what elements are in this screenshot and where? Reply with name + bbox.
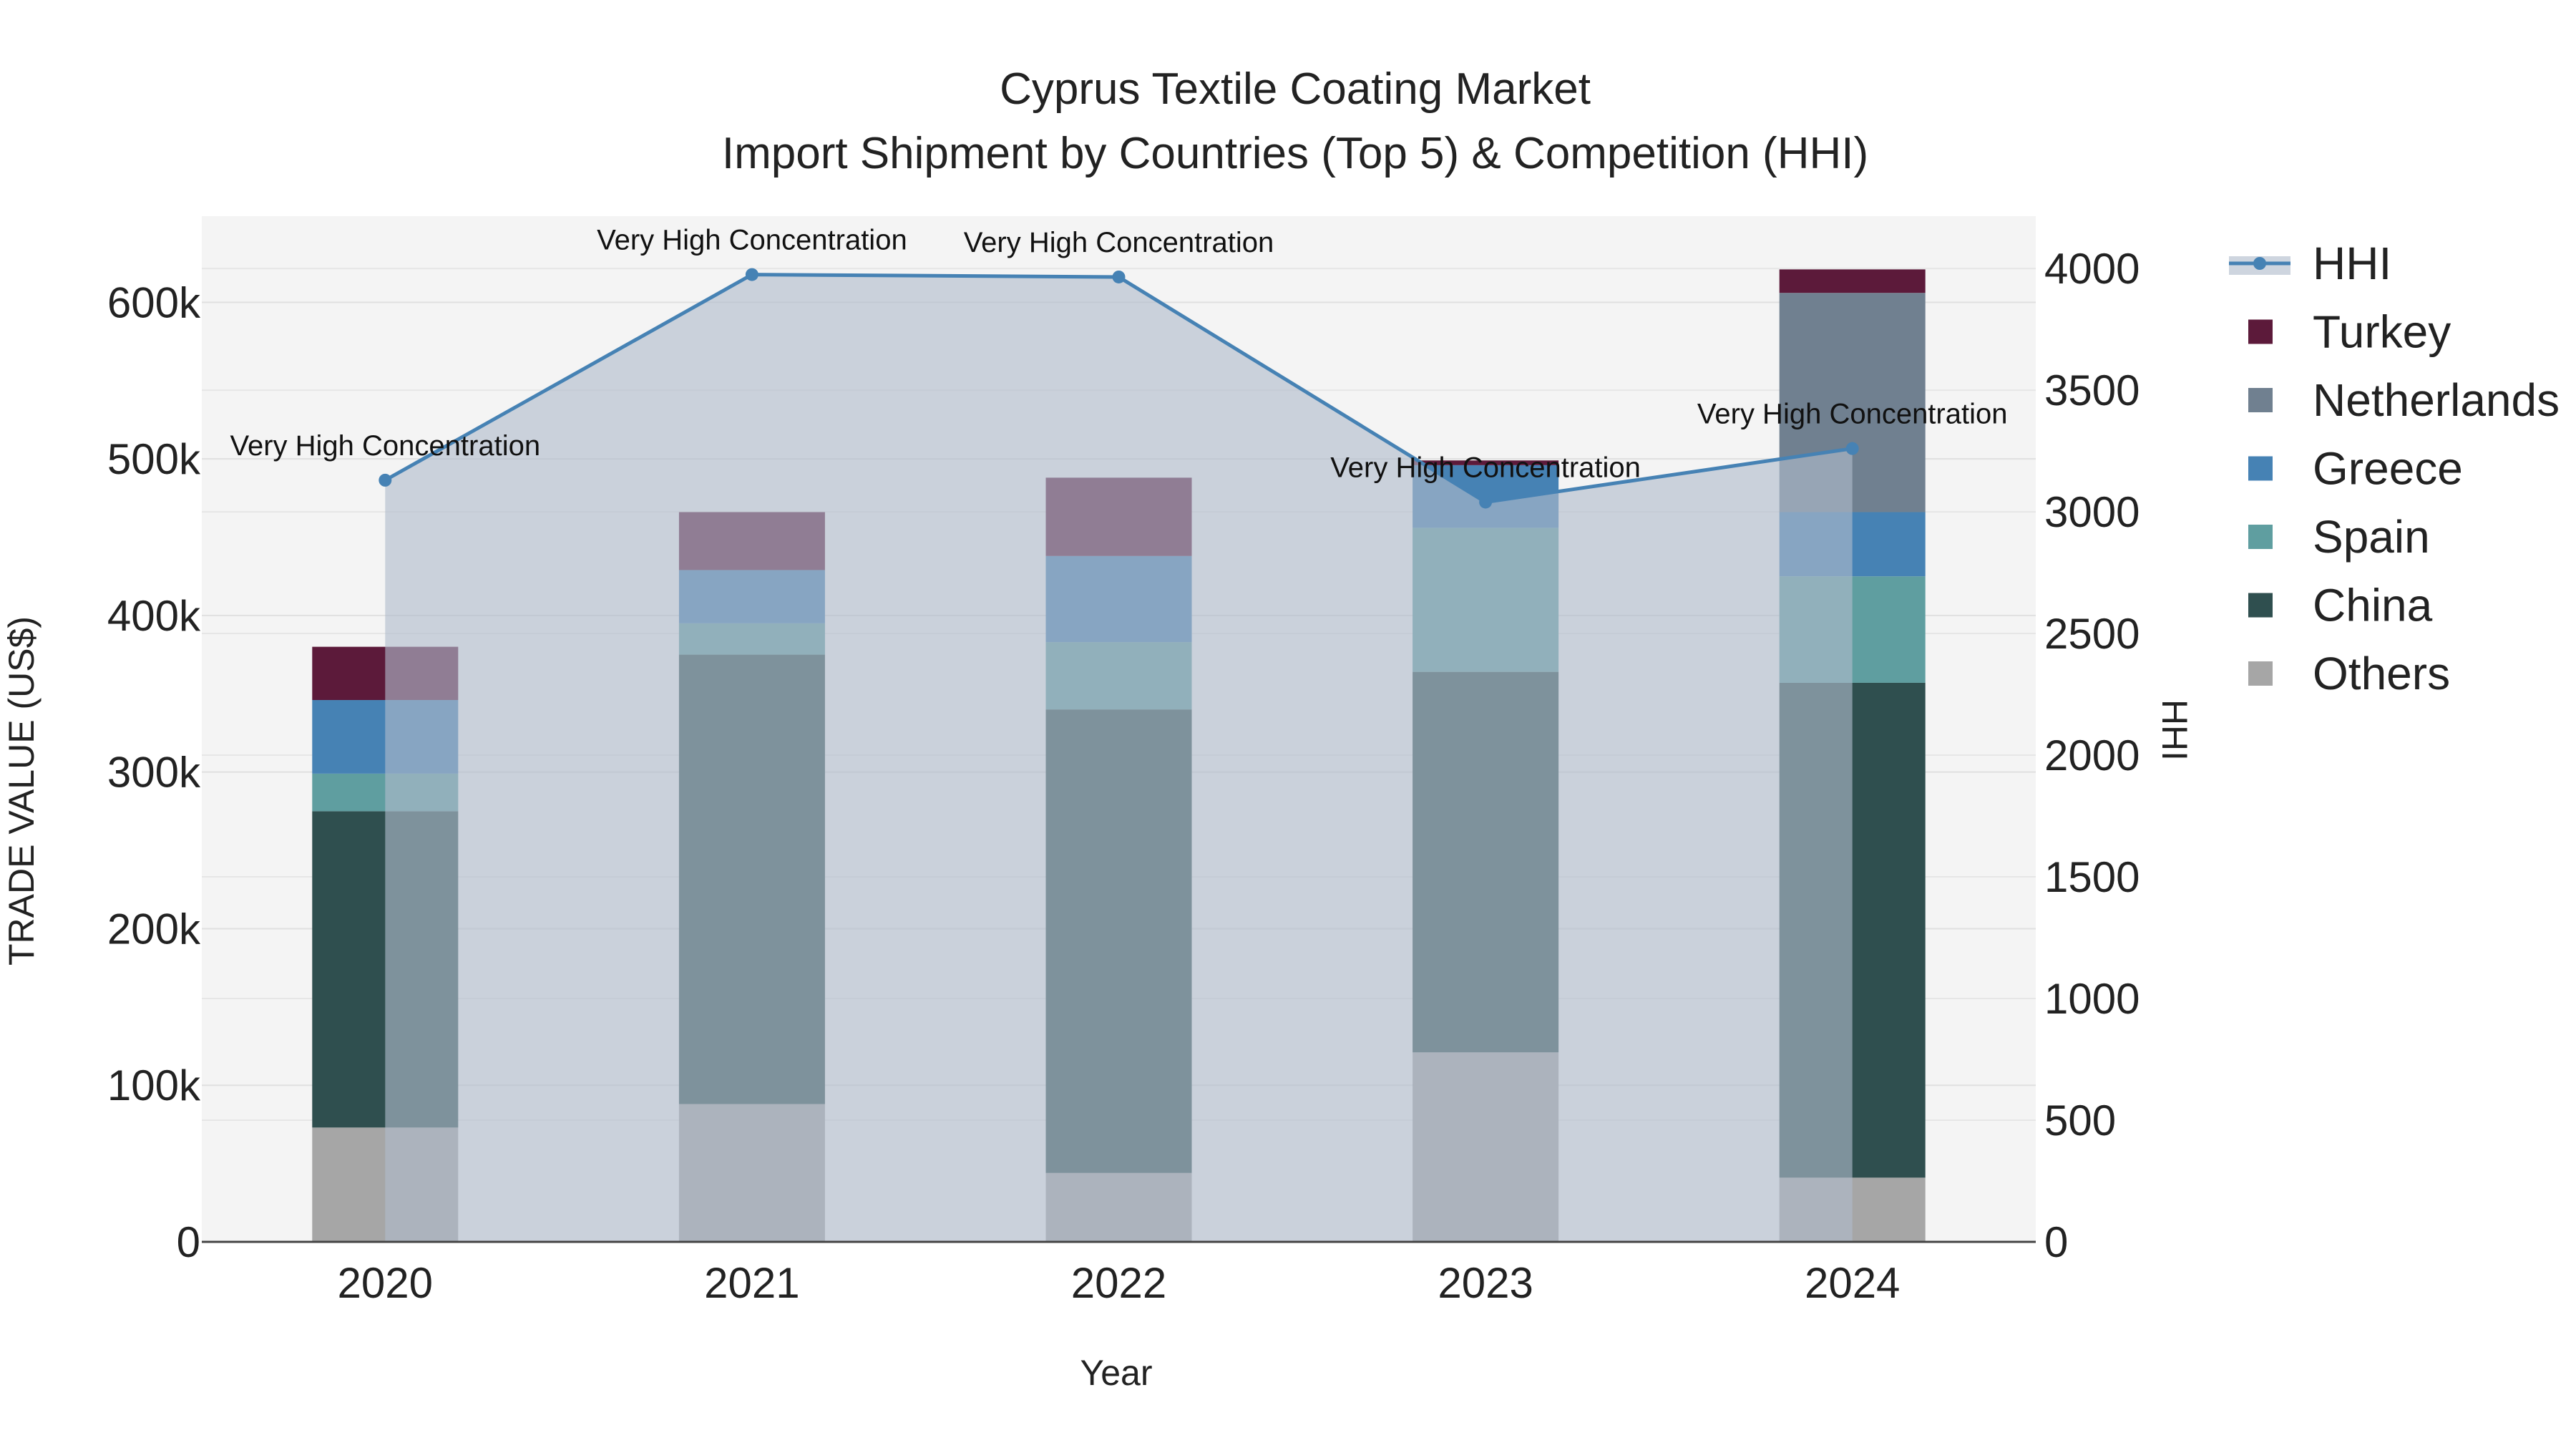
chart-title-line1: Cyprus Textile Coating Market	[1000, 64, 1591, 114]
hhi-point-2024	[1845, 442, 1859, 455]
legend-swatch-greece	[2248, 456, 2273, 481]
y-tick-label: 100k	[107, 1061, 201, 1109]
y-tick-label: 200k	[107, 905, 201, 953]
hhi-point-2023	[1479, 495, 1493, 509]
hhi-annotation-2022: Very High Concentration	[964, 227, 1274, 258]
y2-tick-label: 0	[2044, 1218, 2068, 1266]
legend: HHI Turkey Netherlands Greece Spain China Othe…	[2229, 238, 2560, 699]
y-tick-label: 400k	[107, 592, 201, 640]
x-tick-label: 2021	[704, 1259, 799, 1307]
y-axis-title: TRADE VALUE (US$)	[1, 616, 42, 966]
legend-swatch-netherlands	[2248, 388, 2273, 412]
hhi-point-2021	[745, 268, 758, 281]
y2-tick-label: 2500	[2044, 610, 2140, 658]
legend-label-china: China	[2313, 580, 2433, 631]
y2-axis-title: HHI	[2155, 699, 2195, 761]
plot-layer: Very High Concentration Very High Concent…	[107, 216, 2140, 1307]
chart-title-line2: Import Shipment by Countries (Top 5) & C…	[722, 129, 1868, 178]
y2-tick-label: 3500	[2044, 366, 2140, 414]
legend-label-others: Others	[2313, 648, 2450, 699]
legend-swatch-hhi-marker	[2253, 257, 2266, 270]
x-tick-label: 2020	[338, 1259, 433, 1307]
legend-swatch-china	[2248, 593, 2273, 618]
y-tick-label: 500k	[107, 435, 201, 483]
hhi-point-2020	[379, 473, 392, 487]
legend-label-turkey: Turkey	[2313, 306, 2451, 358]
y2-tick-label: 4000	[2044, 245, 2140, 293]
x-tick-label: 2023	[1438, 1259, 1533, 1307]
bar-turkey-2024	[1779, 269, 1926, 293]
legend-label-netherlands: Netherlands	[2313, 374, 2560, 426]
legend-label-hhi: HHI	[2313, 238, 2391, 289]
y-tick-label: 0	[177, 1218, 200, 1266]
legend-label-spain: Spain	[2313, 511, 2430, 563]
y2-tick-label: 3000	[2044, 488, 2140, 536]
x-tick-label: 2024	[1805, 1259, 1900, 1307]
y2-tick-label: 1000	[2044, 975, 2140, 1023]
legend-swatch-turkey	[2248, 319, 2273, 344]
legend-swatch-others	[2248, 661, 2273, 686]
legend-label-greece: Greece	[2313, 443, 2463, 495]
hhi-point-2022	[1112, 270, 1126, 283]
x-axis-title: Year	[1080, 1353, 1152, 1393]
hhi-annotation-2023: Very High Concentration	[1330, 452, 1641, 483]
hhi-annotation-2020: Very High Concentration	[230, 430, 541, 462]
bar-turkey-2023	[1413, 460, 1559, 465]
hhi-annotation-2021: Very High Concentration	[597, 225, 907, 256]
hhi-annotation-2024: Very High Concentration	[1697, 399, 2008, 430]
legend-swatch-spain	[2248, 525, 2273, 549]
hhi-area	[385, 274, 1853, 1243]
y-tick-label: 600k	[107, 278, 201, 326]
y2-tick-label: 500	[2044, 1097, 2116, 1145]
y-tick-label: 300k	[107, 749, 201, 797]
y2-tick-label: 1500	[2044, 853, 2140, 901]
y2-tick-label: 2000	[2044, 732, 2140, 779]
x-tick-label: 2022	[1071, 1259, 1166, 1307]
